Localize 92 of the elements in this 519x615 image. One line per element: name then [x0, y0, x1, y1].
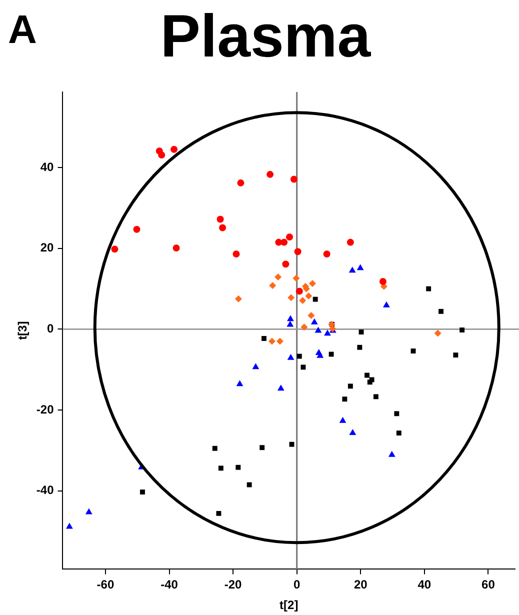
point	[434, 330, 442, 337]
point	[364, 372, 370, 378]
point	[216, 216, 224, 223]
point	[219, 224, 226, 232]
point	[266, 170, 274, 178]
y-tick-label: -20	[36, 402, 54, 416]
point	[396, 430, 402, 436]
point	[287, 315, 294, 322]
point	[274, 274, 282, 281]
point	[379, 278, 386, 286]
point	[111, 246, 118, 253]
text: A	[8, 8, 37, 52]
point	[308, 280, 316, 288]
point	[212, 446, 218, 451]
point	[288, 294, 295, 302]
y-axis-title: t[3]	[16, 321, 30, 340]
point	[348, 266, 356, 273]
point	[216, 510, 222, 516]
point	[246, 482, 252, 488]
point	[237, 179, 244, 186]
point	[286, 320, 294, 327]
point	[218, 466, 224, 471]
point	[232, 250, 240, 258]
x-tick-label: -20	[224, 578, 242, 592]
point	[260, 445, 265, 450]
point	[314, 326, 322, 333]
point	[66, 522, 73, 529]
y-tick-label: 20	[40, 240, 54, 255]
point	[373, 394, 378, 400]
point	[300, 324, 308, 331]
point	[348, 384, 353, 389]
point	[290, 176, 298, 183]
point	[268, 338, 276, 345]
point	[324, 330, 331, 336]
point	[296, 354, 302, 359]
point	[323, 250, 330, 258]
point	[299, 296, 306, 304]
point	[388, 450, 396, 457]
point	[308, 312, 315, 319]
point	[158, 152, 166, 159]
point	[342, 396, 348, 402]
point	[276, 338, 284, 345]
point	[292, 274, 300, 282]
point	[140, 490, 145, 494]
point	[170, 146, 178, 153]
point	[287, 354, 294, 360]
point	[383, 301, 390, 308]
point	[280, 238, 288, 246]
point	[367, 380, 372, 385]
point	[357, 344, 362, 350]
point	[410, 348, 416, 354]
point	[289, 442, 294, 447]
x-tick-label: 40	[418, 578, 432, 592]
y-tick-label: 0	[47, 322, 54, 336]
point	[286, 234, 294, 241]
x-tick-label: -60	[96, 578, 114, 592]
point	[300, 364, 306, 370]
point	[305, 292, 312, 300]
point	[346, 238, 354, 246]
point	[294, 248, 302, 256]
point	[85, 508, 92, 514]
point	[426, 286, 432, 292]
point	[133, 226, 140, 233]
point	[262, 336, 266, 341]
point	[310, 318, 318, 324]
point	[236, 464, 241, 470]
x-tick-label: 60	[482, 578, 496, 592]
x-axis-title: t[2]	[280, 598, 298, 612]
point	[328, 352, 334, 357]
point	[172, 244, 180, 252]
point	[269, 282, 276, 290]
y-tick-label: 40	[40, 160, 54, 174]
y-tick-label: -40	[36, 483, 54, 498]
point	[358, 330, 364, 334]
point	[277, 384, 284, 391]
point	[394, 411, 400, 416]
point	[349, 429, 356, 436]
point	[234, 295, 242, 302]
point	[453, 352, 458, 358]
chart-title: Plasma	[160, 2, 372, 70]
point	[460, 328, 465, 332]
x-tick-label: 0	[294, 578, 300, 592]
point	[312, 296, 318, 302]
point	[356, 264, 364, 270]
point	[438, 308, 444, 314]
point	[296, 288, 303, 295]
x-tick-label: -40	[160, 578, 178, 592]
point	[282, 260, 290, 268]
point	[252, 363, 260, 370]
x-tick-label: 20	[354, 578, 368, 592]
point	[236, 380, 244, 386]
point	[339, 416, 346, 423]
